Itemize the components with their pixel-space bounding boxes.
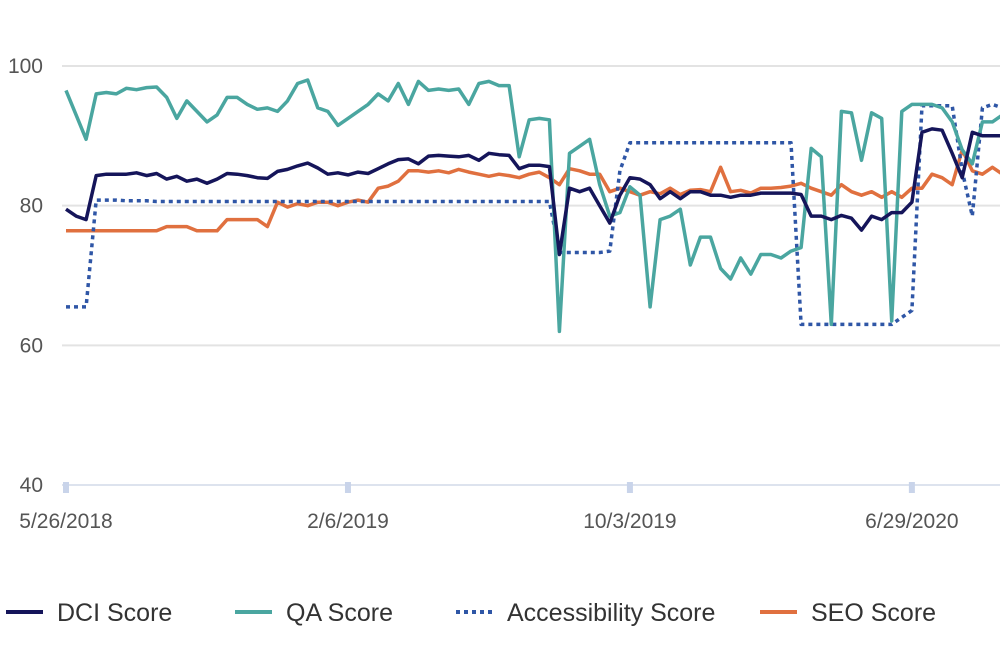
x-tick-mark: [908, 482, 915, 493]
legend-label: DCI Score: [57, 599, 172, 627]
series-line-dci-score: [65, 127, 1000, 257]
x-tick-mark: [344, 482, 351, 493]
legend-item: DCI Score: [6, 599, 172, 627]
legend-label: Accessibility Score: [507, 599, 715, 627]
y-tick-label: 100: [8, 55, 43, 78]
x-axis-ticks: 5/26/2018 2/6/2019 10/3/2019 6/29/2020: [19, 482, 959, 533]
x-tick-label: 2/6/2019: [307, 510, 389, 533]
legend: DCI Score QA Score Accessibility Score SEO …: [6, 599, 936, 627]
legend-item: SEO Score: [760, 599, 936, 627]
series-line-accessibility-score: [66, 102, 1000, 327]
x-tick-label: 5/26/2018: [19, 510, 112, 533]
legend-item: Accessibility Score: [456, 599, 715, 627]
y-tick-label: 80: [20, 195, 43, 218]
series-line-qa-score: [64, 78, 1000, 334]
legend-item: QA Score: [235, 599, 393, 627]
gridlines: [62, 65, 1000, 486]
y-tick-label: 40: [20, 474, 43, 497]
legend-label: QA Score: [286, 599, 393, 627]
series-line-seo-score: [66, 148, 1000, 233]
x-tick-label: 6/29/2020: [865, 510, 958, 533]
y-axis-ticks: 40 60 80 100: [8, 55, 43, 497]
legend-label: SEO Score: [811, 599, 936, 627]
x-tick-mark: [626, 482, 633, 493]
x-tick-label: 10/3/2019: [583, 510, 676, 533]
x-tick-mark: [63, 482, 69, 493]
y-tick-label: 60: [20, 334, 43, 357]
series-lines: [64, 78, 1000, 334]
